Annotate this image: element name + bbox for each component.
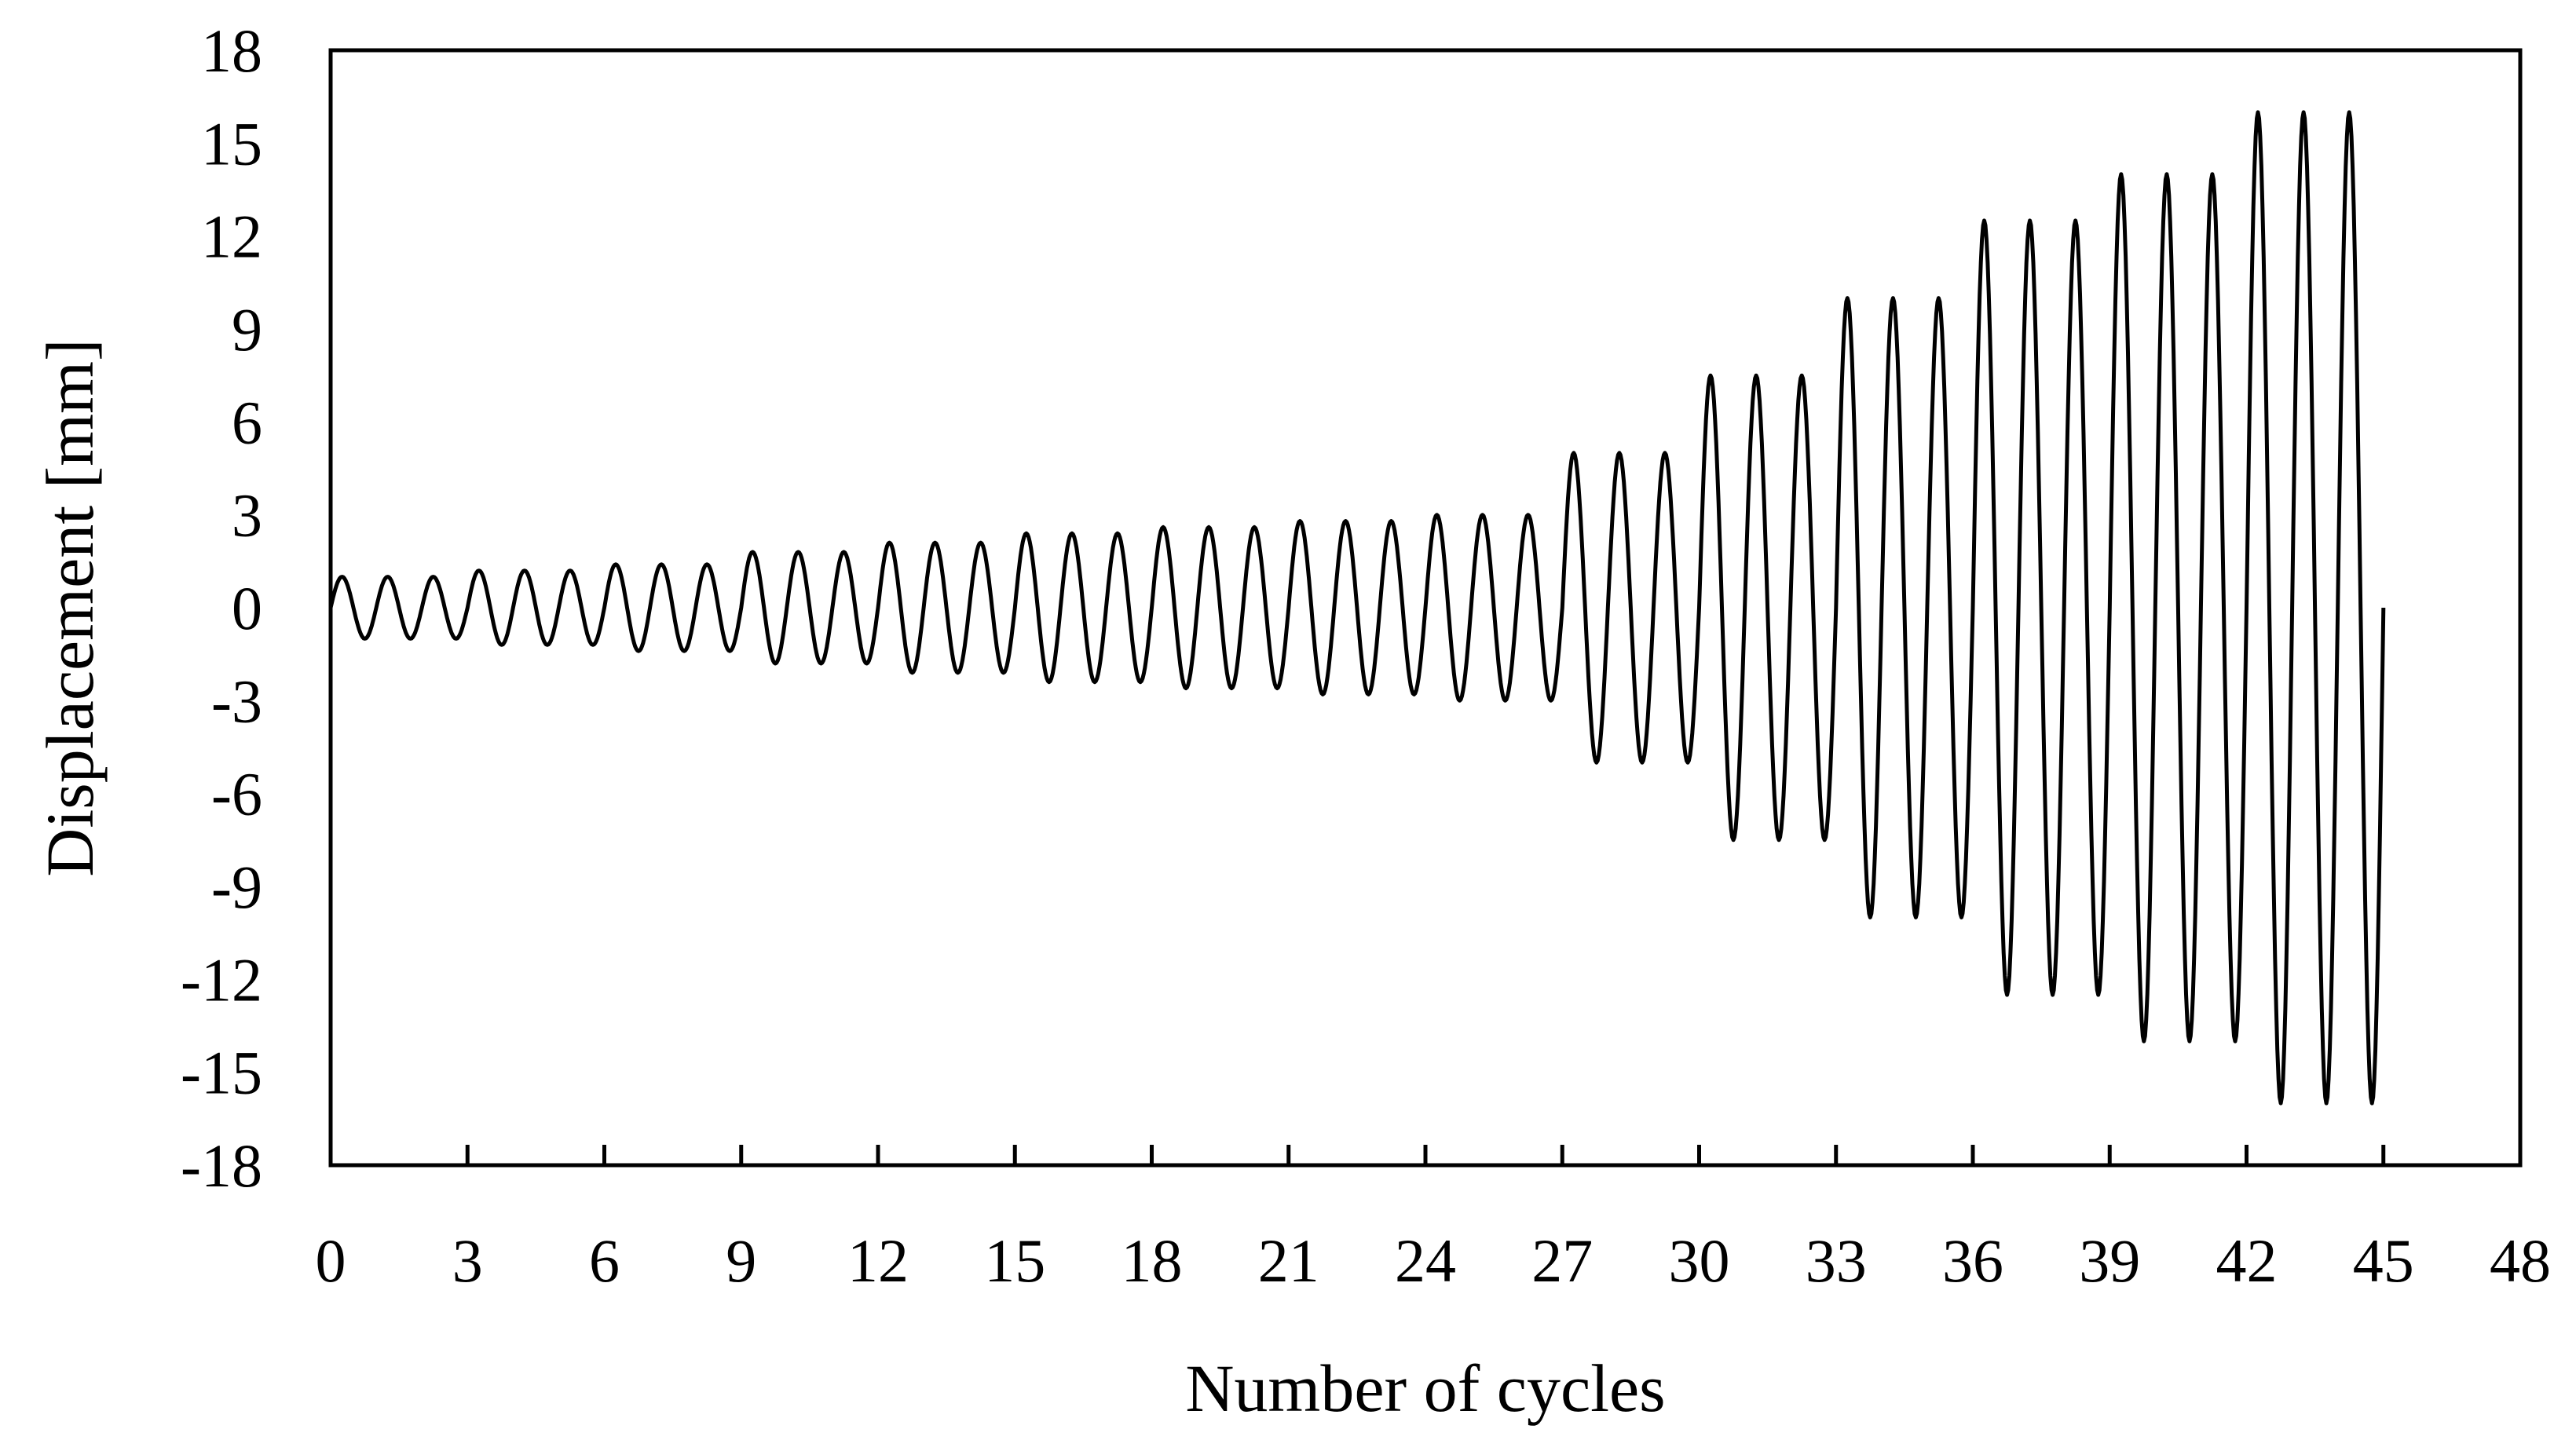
x-tick-label: 33 [1806, 1226, 1867, 1295]
x-axis-ticks: 0 3 6 9 12 15 18 21 24 27 30 33 36 39 42 45 48 [316, 1145, 2551, 1295]
y-tick-label: 18 [201, 16, 262, 85]
y-tick-label: 12 [201, 203, 262, 271]
y-tick-label: -3 [211, 667, 262, 735]
y-axis-title: Displacement [mm] [32, 338, 108, 876]
y-tick-label: 6 [232, 388, 262, 456]
x-tick-label: 9 [726, 1226, 756, 1295]
y-tick-label: -6 [211, 760, 262, 828]
y-tick-label: 9 [232, 295, 262, 364]
x-tick-label: 6 [589, 1226, 620, 1295]
y-tick-label: 15 [201, 109, 262, 177]
x-tick-label: 24 [1395, 1226, 1456, 1295]
x-tick-label: 42 [2216, 1226, 2278, 1295]
displacement-series-line [328, 110, 2386, 1106]
x-tick-label: 36 [1942, 1226, 2003, 1295]
x-tick-label: 21 [1258, 1226, 1319, 1295]
x-tick-label: 45 [2353, 1226, 2414, 1295]
y-tick-label: -12 [181, 945, 262, 1014]
x-tick-label: 30 [1669, 1226, 1730, 1295]
y-axis-ticks: 18 15 12 9 6 3 0 -3 -6 -9 -12 -15 -18 [181, 16, 262, 1200]
y-tick-label: 3 [232, 481, 262, 550]
x-tick-label: 48 [2490, 1226, 2551, 1295]
y-tick-label: -18 [181, 1131, 262, 1200]
y-tick-label: -15 [181, 1039, 262, 1107]
y-tick-label: 0 [232, 574, 262, 642]
x-tick-label: 27 [1531, 1226, 1593, 1295]
x-tick-label: 15 [984, 1226, 1045, 1295]
plot-frame [328, 48, 2523, 1168]
x-axis-title: Number of cycles [1185, 1350, 1665, 1426]
x-tick-label: 12 [847, 1226, 909, 1295]
x-tick-label: 18 [1122, 1226, 1183, 1295]
x-tick-label: 3 [452, 1226, 483, 1295]
x-tick-label: 0 [316, 1226, 346, 1295]
y-tick-label: -9 [211, 853, 262, 921]
x-tick-label: 39 [2079, 1226, 2140, 1295]
